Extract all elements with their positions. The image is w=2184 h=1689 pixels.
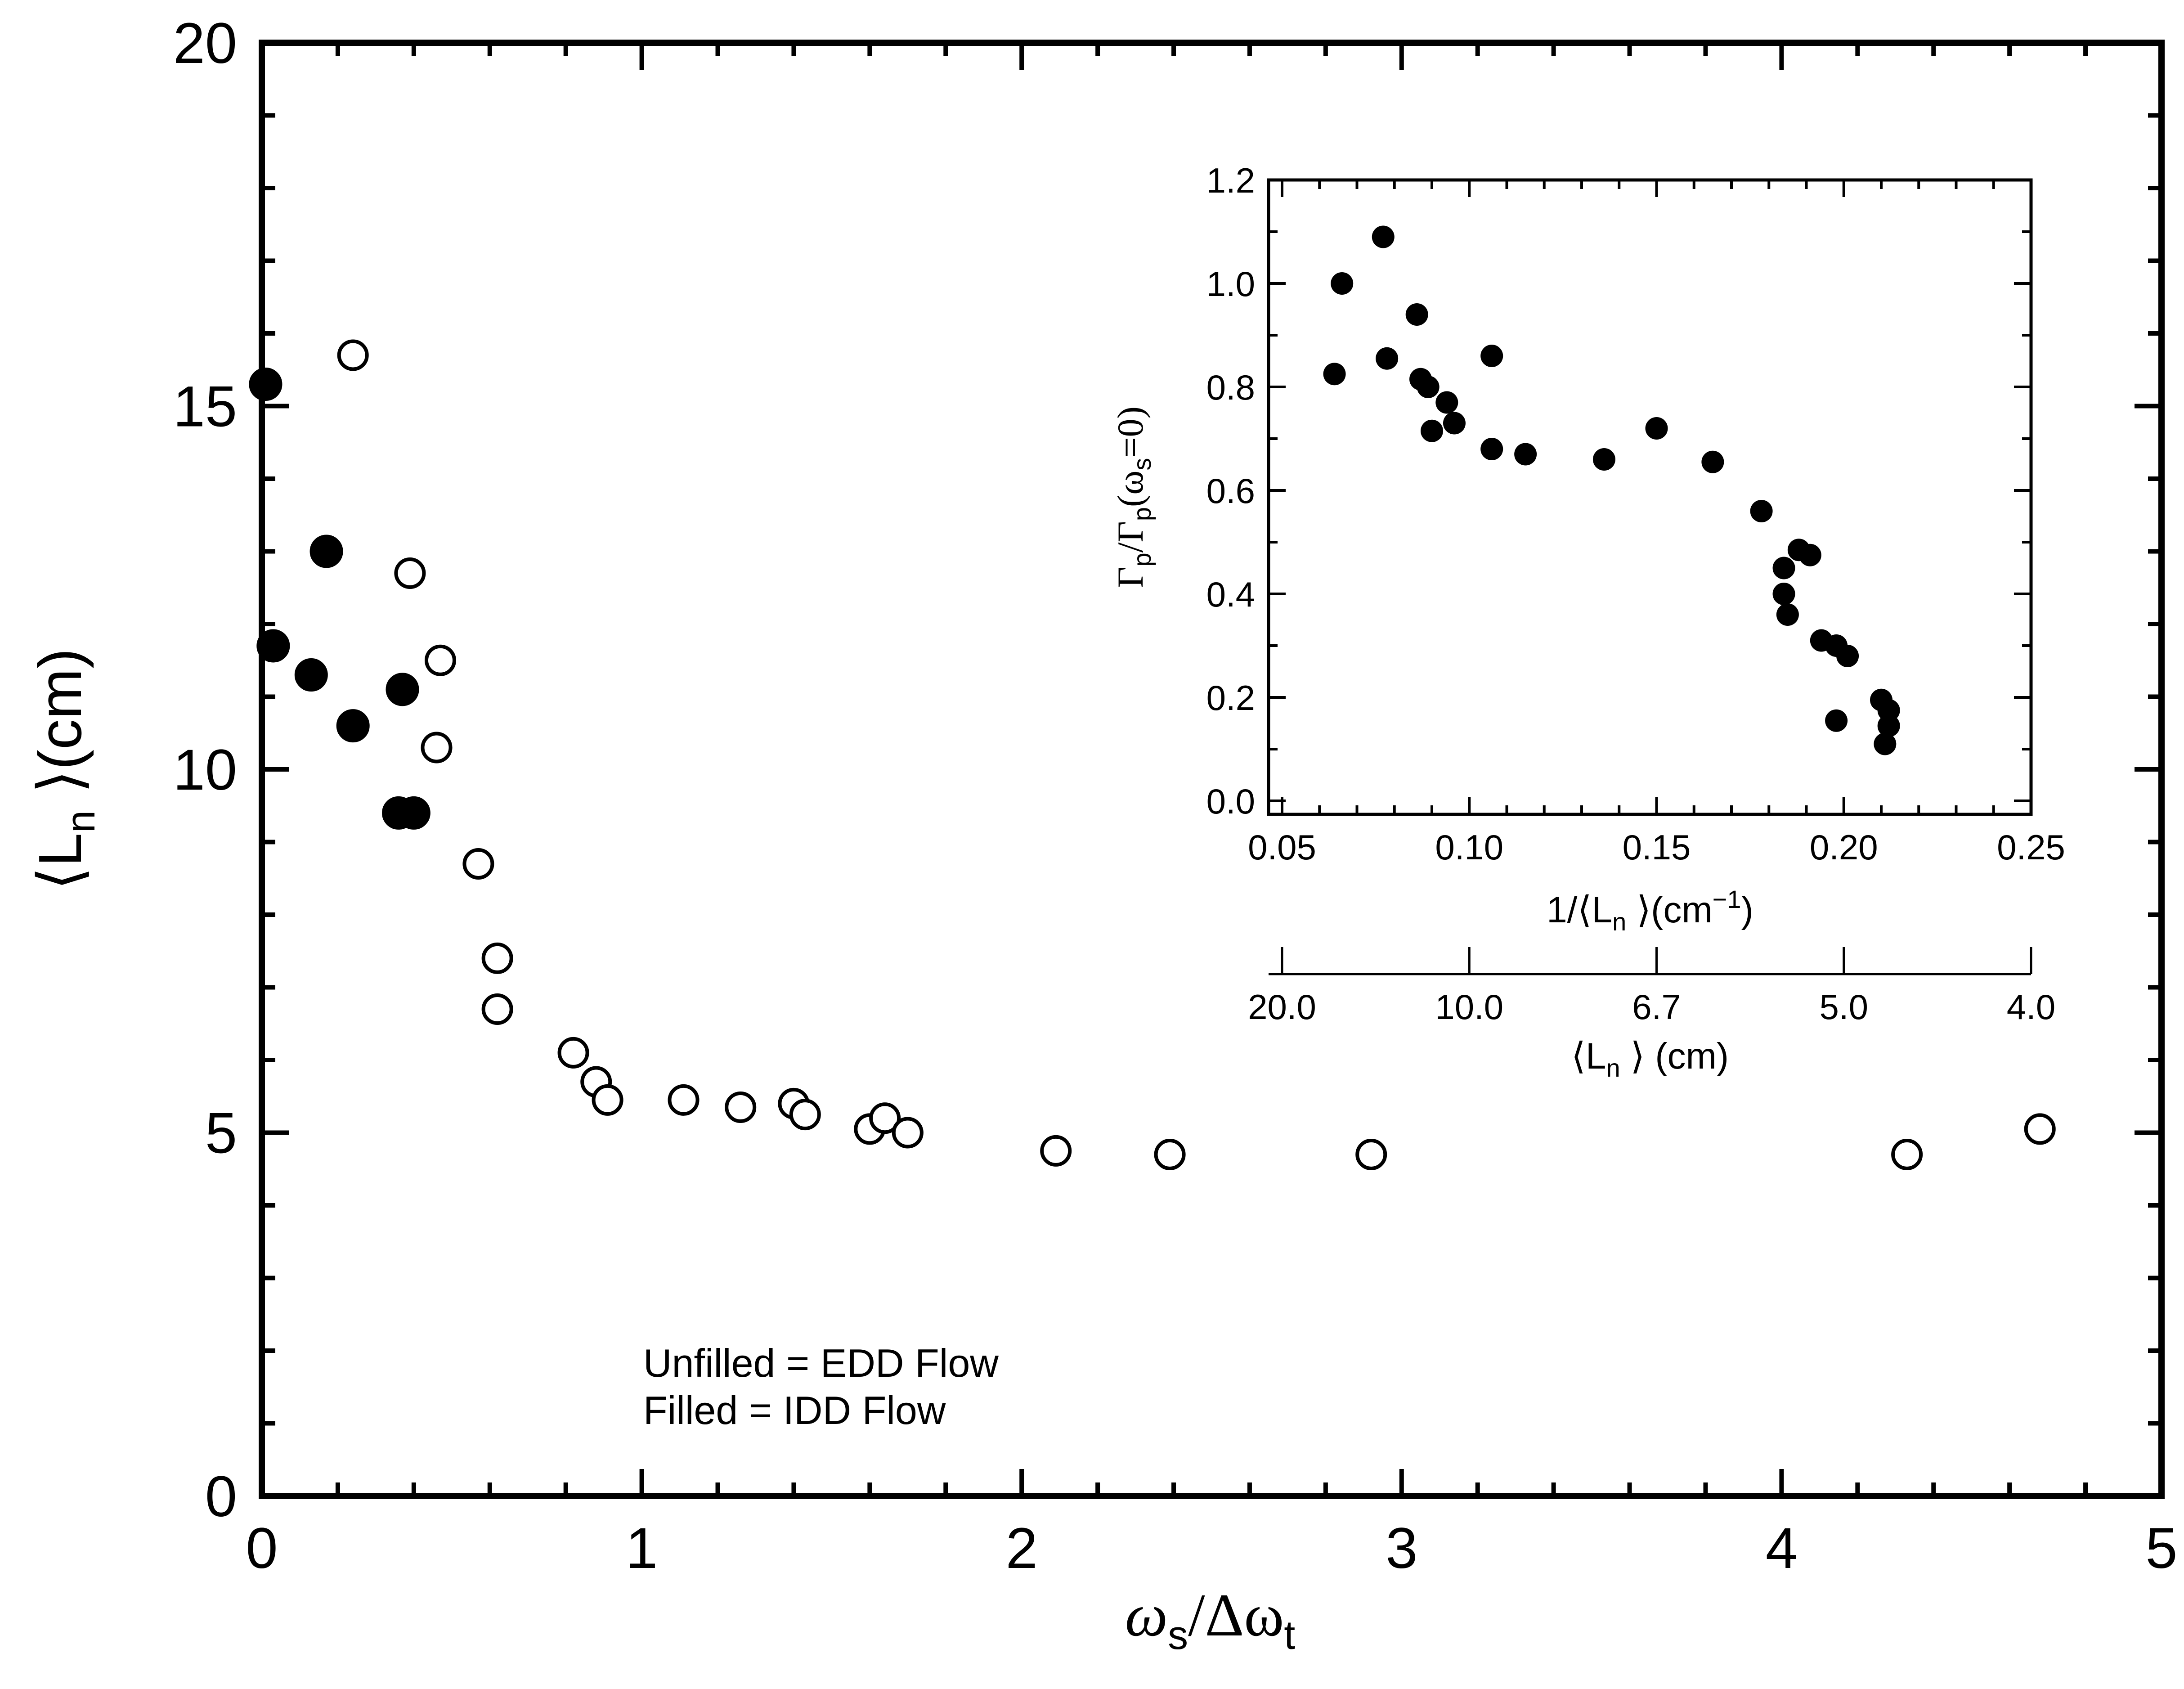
inset-y-axis-label: Γp/Γp(ωs=0) <box>1110 406 1156 588</box>
inset-point <box>1514 443 1537 466</box>
main-tick-labels: 0 1 2 3 4 5 0 5 10 15 20 <box>173 11 2178 1581</box>
edd-point <box>394 557 426 589</box>
main-y-tick-label: 15 <box>173 375 237 439</box>
edd-point <box>481 993 513 1025</box>
idd-point <box>397 796 431 830</box>
inset-y-tick-label: 0.6 <box>1206 471 1255 511</box>
edd-point <box>337 339 369 371</box>
edd-point <box>725 1091 757 1123</box>
inset-y-tick-label: 0.4 <box>1206 575 1255 614</box>
inset-x-tick-label: 0.20 <box>1810 827 1878 867</box>
inset-point <box>1701 450 1724 473</box>
inset-ticks <box>1269 179 2032 814</box>
idd-point <box>249 368 283 401</box>
main-x-tick-label: 2 <box>1006 1516 1038 1581</box>
edd-point <box>2024 1113 2056 1145</box>
inset-y-tick-label: 0.8 <box>1206 368 1255 407</box>
inset-point <box>1480 438 1503 460</box>
inset-secondary-tick-label: 4.0 <box>2007 987 2055 1027</box>
inset-point <box>1874 732 1897 755</box>
edd-point <box>668 1084 700 1116</box>
main-points <box>249 339 2056 1170</box>
inset-y-tick-label: 1.2 <box>1206 161 1255 200</box>
inset-point <box>1772 557 1795 579</box>
edd-point <box>462 848 494 880</box>
inset-point <box>1421 419 1443 442</box>
edd-point <box>421 732 453 764</box>
main-ticks <box>260 40 2164 1498</box>
inset-secondary-tick-label: 20.0 <box>1248 987 1316 1027</box>
edd-point <box>1355 1138 1387 1170</box>
inset-chart: 0.05 0.10 0.15 0.20 0.25 0.0 0.2 0.4 0.6 0.8 1.0 1.… <box>1110 161 2065 1082</box>
inset-point <box>1825 709 1848 732</box>
main-y-axis-label: ⟨Ln ⟩(cm) <box>26 648 103 890</box>
inset-point <box>1750 500 1773 522</box>
main-chart: 0 1 2 3 4 5 0 5 10 15 20 ωs/Δωt ⟨Ln ⟩(cm) Unfilled… <box>26 11 2178 1658</box>
inset-point <box>1645 417 1668 440</box>
inset-x-axis-label: 1/⟨Ln ⟩(cm−1) <box>1547 885 1753 936</box>
inset-y-tick-label: 0.0 <box>1206 782 1255 821</box>
inset-secondary-tick-label: 10.0 <box>1435 987 1503 1027</box>
inset-point <box>1877 714 1900 737</box>
edd-point <box>789 1099 821 1131</box>
inset-x-tick-label: 0.15 <box>1623 827 1691 867</box>
inset-point <box>1877 699 1900 722</box>
main-y-tick-label: 10 <box>173 738 237 802</box>
idd-point <box>309 535 343 568</box>
legend-filled: Filled = IDD Flow <box>643 1388 946 1433</box>
inset-points <box>1323 225 1900 755</box>
main-y-tick-label: 5 <box>205 1101 237 1166</box>
edd-point <box>1040 1135 1072 1167</box>
main-x-tick-label: 5 <box>2145 1516 2177 1581</box>
inset-point <box>1331 272 1354 295</box>
main-x-tick-label: 4 <box>1766 1516 1798 1581</box>
idd-point <box>386 673 419 706</box>
inset-point <box>1836 645 1859 667</box>
inset-secondary-tick-label: 5.0 <box>1820 987 1868 1027</box>
main-x-axis-label: ωs/Δωt <box>1125 1582 1296 1658</box>
inset-point <box>1776 603 1799 626</box>
edd-point <box>892 1117 924 1149</box>
legend-unfilled: Unfilled = EDD Flow <box>643 1341 999 1385</box>
inset-secondary-ticks: 20.0 10.0 6.7 5.0 4.0 <box>1248 947 2055 1027</box>
inset-point <box>1772 583 1795 605</box>
inset-x-tick-label: 0.25 <box>1997 827 2065 867</box>
inset-secondary-tick-label: 6.7 <box>1632 987 1681 1027</box>
inset-point <box>1480 345 1503 367</box>
edd-point <box>869 1102 901 1134</box>
inset-y-tick-label: 0.2 <box>1206 678 1255 718</box>
inset-point <box>1323 363 1346 386</box>
idd-point <box>336 709 370 743</box>
edd-point <box>481 942 513 974</box>
edd-point <box>1154 1138 1186 1170</box>
main-x-tick-label: 3 <box>1386 1516 1417 1581</box>
inset-y-tick-label: 1.0 <box>1206 264 1255 304</box>
edd-point <box>424 644 456 676</box>
inset-point <box>1435 391 1458 414</box>
main-y-tick-label: 0 <box>205 1464 237 1529</box>
inset-plot-frame <box>1267 178 2033 816</box>
inset-point <box>1417 376 1440 398</box>
inset-x-tick-label: 0.10 <box>1435 827 1503 867</box>
edd-point <box>1891 1138 1923 1170</box>
inset-point <box>1405 303 1428 326</box>
inset-point <box>1798 544 1821 566</box>
idd-point <box>294 658 328 692</box>
main-x-tick-label: 1 <box>626 1516 658 1581</box>
inset-point <box>1372 225 1395 248</box>
main-y-tick-label: 20 <box>173 11 237 76</box>
main-x-tick-label: 0 <box>246 1516 278 1581</box>
inset-secondary-axis-label: ⟨Ln ⟩ (cm) <box>1571 1036 1729 1082</box>
inset-tick-labels: 0.05 0.10 0.15 0.20 0.25 0.0 0.2 0.4 0.6 0.8 1.0 1.… <box>1206 161 2065 867</box>
inset-point <box>1592 448 1615 471</box>
idd-point <box>256 629 290 663</box>
inset-point <box>1443 412 1466 435</box>
edd-point <box>557 1037 589 1069</box>
inset-x-tick-label: 0.05 <box>1248 827 1316 867</box>
edd-point <box>592 1084 623 1116</box>
inset-point <box>1376 347 1399 370</box>
